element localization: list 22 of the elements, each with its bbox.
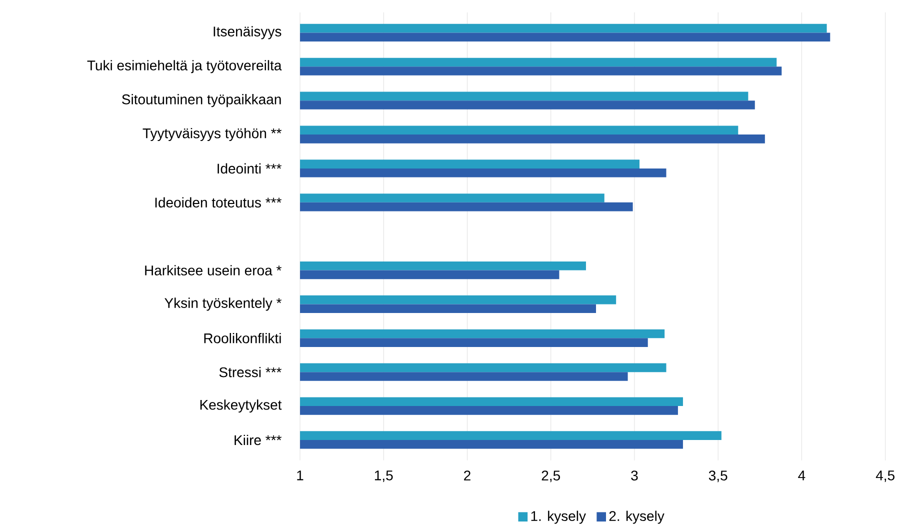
x-tick-label: 1 (297, 470, 304, 480)
y-tick-label: Sitoutuminen työpaikkaan (122, 94, 281, 108)
y-tick-label: Kiire *** (234, 434, 282, 446)
x-tick-label: 2,5 (542, 470, 560, 482)
legend-label: 1. kysely (531, 510, 586, 524)
y-tick-label: Itsenäisyys (214, 26, 282, 40)
x-tick-label: 2 (464, 470, 470, 480)
y-tick-label: Tyytyväisyys työhön ** (142, 128, 282, 142)
x-tick-label: 3 (631, 470, 638, 481)
y-tick-label: Roolikonflikti (204, 333, 281, 344)
y-tick-label: Harkitsee usein eroa * (145, 265, 282, 276)
x-tick-label: 1,5 (374, 470, 393, 482)
y-tick-label: Yksin työskentely * (164, 298, 282, 311)
x-tick-label: 3,5 (708, 470, 728, 482)
y-tick-label: Stressi *** (219, 366, 282, 378)
y-tick-label: Tuki esimieheltä ja työtovereilta (87, 60, 282, 74)
legend-label: 2. kysely (609, 510, 664, 524)
x-tick-label: 4 (798, 470, 806, 480)
y-tick-label: Ideoiden toteutus *** (155, 197, 282, 208)
x-tick-label: 4,5 (876, 470, 894, 482)
y-tick-label: Keskeytykset (200, 400, 282, 413)
y-tick-label: Ideointi *** (218, 163, 282, 174)
